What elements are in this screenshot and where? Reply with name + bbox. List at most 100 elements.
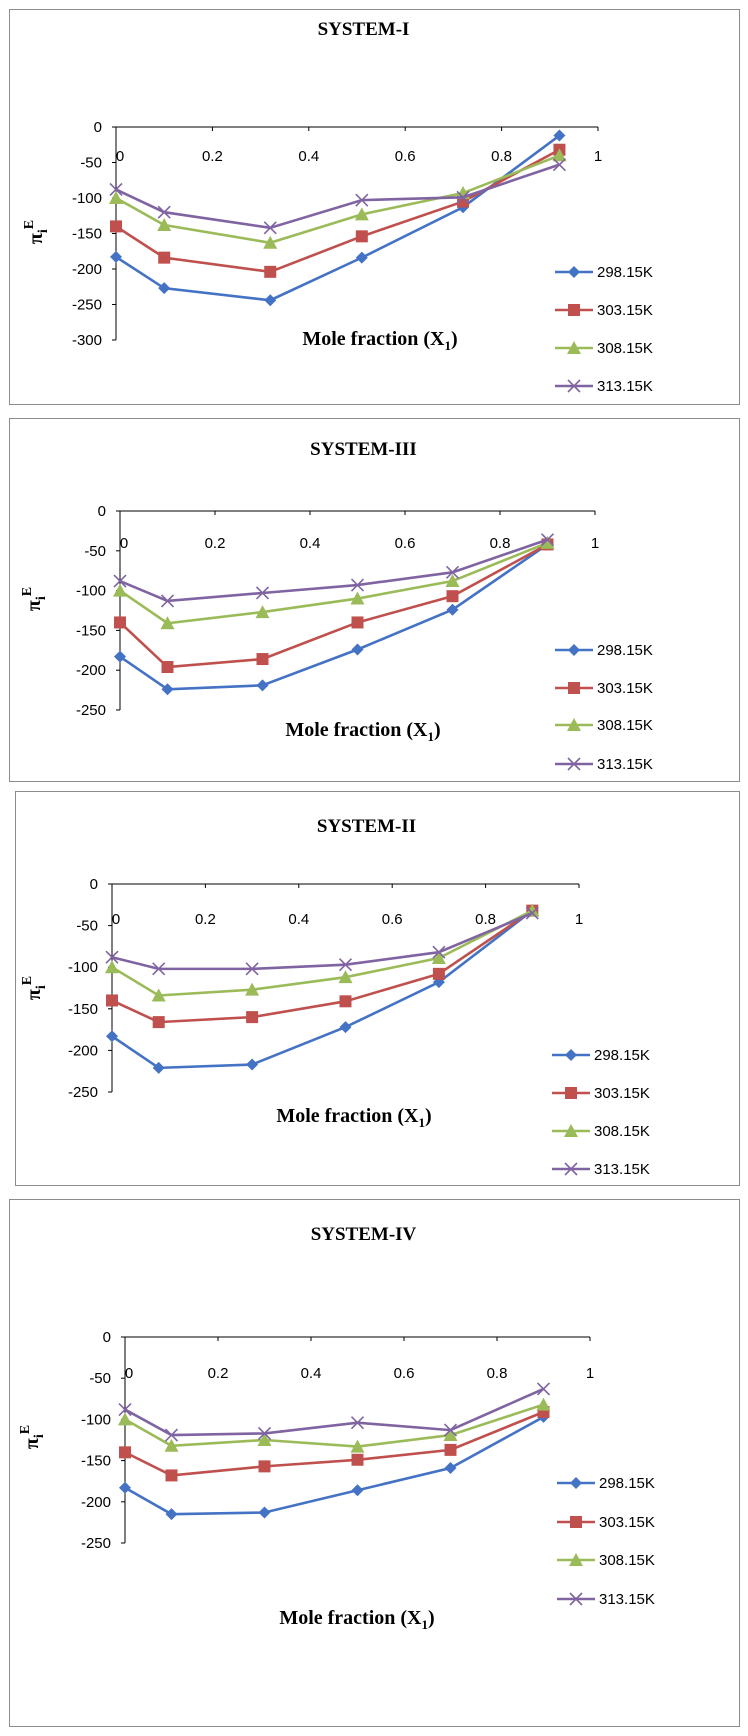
data-point	[536, 1397, 551, 1411]
data-point	[456, 190, 470, 204]
x-axis-label: Mole fraction (X1)	[285, 719, 440, 744]
data-point	[351, 1453, 364, 1466]
series-303.15K	[119, 1405, 550, 1482]
data-point	[255, 586, 270, 600]
legend-label: 313.15K	[597, 756, 653, 773]
data-point	[351, 616, 364, 629]
series-line	[115, 154, 560, 245]
x-axis-label: Mole fraction (X1)	[279, 1607, 434, 1632]
y-axis-label: πiE	[22, 220, 51, 244]
y-tick-label: -250	[72, 297, 102, 314]
data-point	[354, 207, 369, 221]
legend-label: 303.15K	[597, 680, 653, 697]
data-point	[338, 958, 353, 972]
data-point	[106, 1030, 118, 1043]
data-point	[105, 950, 119, 964]
chart-svg: SYSTEM-I 0 -50 -100 -150 -200 -250 -300 0 0.2 0.4 0…	[22, 19, 653, 395]
data-point	[255, 605, 270, 619]
y-tick-label: -50	[76, 918, 98, 935]
y-axis-label-main: π	[23, 989, 45, 1000]
legend-label: 313.15K	[599, 1591, 655, 1608]
data-point	[553, 129, 566, 142]
legend-entry: 308.15K	[555, 340, 653, 357]
y-axis-label-sup: E	[20, 976, 35, 985]
series-line	[119, 543, 549, 669]
data-point	[245, 982, 260, 996]
data-point	[257, 1426, 272, 1440]
legend-label: 308.15K	[597, 717, 653, 734]
legend-label: 303.15K	[594, 1085, 650, 1102]
y-axis-label: πiE	[20, 976, 49, 1000]
data-point	[152, 962, 166, 976]
y-tick-label: -250	[68, 1084, 98, 1101]
series-308.15K	[113, 535, 555, 630]
x-tick-label: 0.6	[382, 911, 403, 928]
series-line	[111, 909, 534, 1024]
legend-entry: 313.15K	[555, 756, 653, 773]
x-tick-label: 1	[591, 535, 599, 552]
series-308.15K	[118, 1397, 551, 1453]
x-tick-label: 0.6	[395, 535, 416, 552]
data-point	[157, 217, 172, 231]
data-point	[152, 1016, 165, 1029]
legend-entry: 308.15K	[557, 1552, 655, 1569]
legend-label: 298.15K	[597, 642, 653, 659]
x-tick-label: 0	[125, 1365, 133, 1382]
y-tick-label: -100	[68, 959, 98, 976]
chart-svg: SYSTEM-IV 0 -50 -100 -150 -200 -250 0 0.2 0.4 0.6 0…	[18, 1224, 655, 1632]
x-tick-label: 0	[112, 911, 120, 928]
x-axis-label-close: )	[434, 719, 441, 741]
y-tick-label: -200	[72, 261, 102, 278]
data-point	[446, 603, 459, 616]
x-tick-label: 1	[575, 911, 583, 928]
series-line	[115, 148, 561, 274]
chart-panel-system-1: SYSTEM-I 0 -50 -100 -150 -200 -250 -300 0 0.2 0.4 0…	[9, 9, 740, 405]
x-tick-label: 0.2	[205, 535, 226, 552]
data-point	[161, 661, 174, 674]
y-axis-label-main: π	[23, 600, 45, 611]
data-point	[110, 250, 122, 263]
legend-label: 303.15K	[597, 302, 653, 319]
data-point	[432, 945, 446, 959]
series-313.15K	[105, 906, 539, 976]
data-point	[164, 1438, 179, 1452]
x-axis-label-sub: 1	[445, 338, 452, 353]
x-axis-label-close: )	[451, 328, 458, 350]
legend-marker	[565, 1049, 577, 1061]
data-point	[351, 643, 364, 656]
series-line	[124, 1410, 544, 1477]
data-point	[246, 1058, 259, 1071]
data-point	[263, 235, 278, 249]
data-point	[351, 1484, 364, 1497]
legend-marker	[568, 644, 580, 656]
y-tick-label: -100	[72, 190, 102, 207]
data-point	[114, 616, 126, 629]
legend-marker	[569, 1592, 583, 1606]
series-line	[119, 538, 548, 603]
y-axis-label-sup: E	[18, 1425, 33, 1434]
legend-marker	[570, 1516, 582, 1528]
x-tick-label: 0.6	[395, 148, 416, 165]
legend-marker	[565, 1087, 577, 1099]
data-point	[355, 230, 368, 243]
series-308.15K	[109, 148, 567, 249]
data-point	[161, 683, 174, 696]
x-tick-label: 0.4	[301, 1365, 322, 1382]
x-axis-label-sub: 1	[419, 1115, 426, 1130]
series-line	[111, 909, 533, 997]
x-tick-label: 0	[116, 148, 124, 165]
series-line	[124, 1387, 545, 1437]
y-tick-label: -100	[76, 583, 106, 600]
legend-entry: 298.15K	[557, 1475, 655, 1492]
legend-entry: 298.15K	[552, 1047, 650, 1064]
legend-marker	[564, 1124, 578, 1137]
x-axis-label-close: )	[428, 1607, 435, 1629]
data-point	[109, 182, 123, 197]
series-313.15K	[109, 158, 567, 235]
data-point	[160, 616, 175, 630]
x-tick-label: 1	[594, 148, 602, 165]
legend-entry: 298.15K	[555, 264, 653, 281]
data-point	[339, 1021, 352, 1034]
legend-label: 308.15K	[599, 1552, 655, 1569]
data-point	[552, 158, 567, 172]
